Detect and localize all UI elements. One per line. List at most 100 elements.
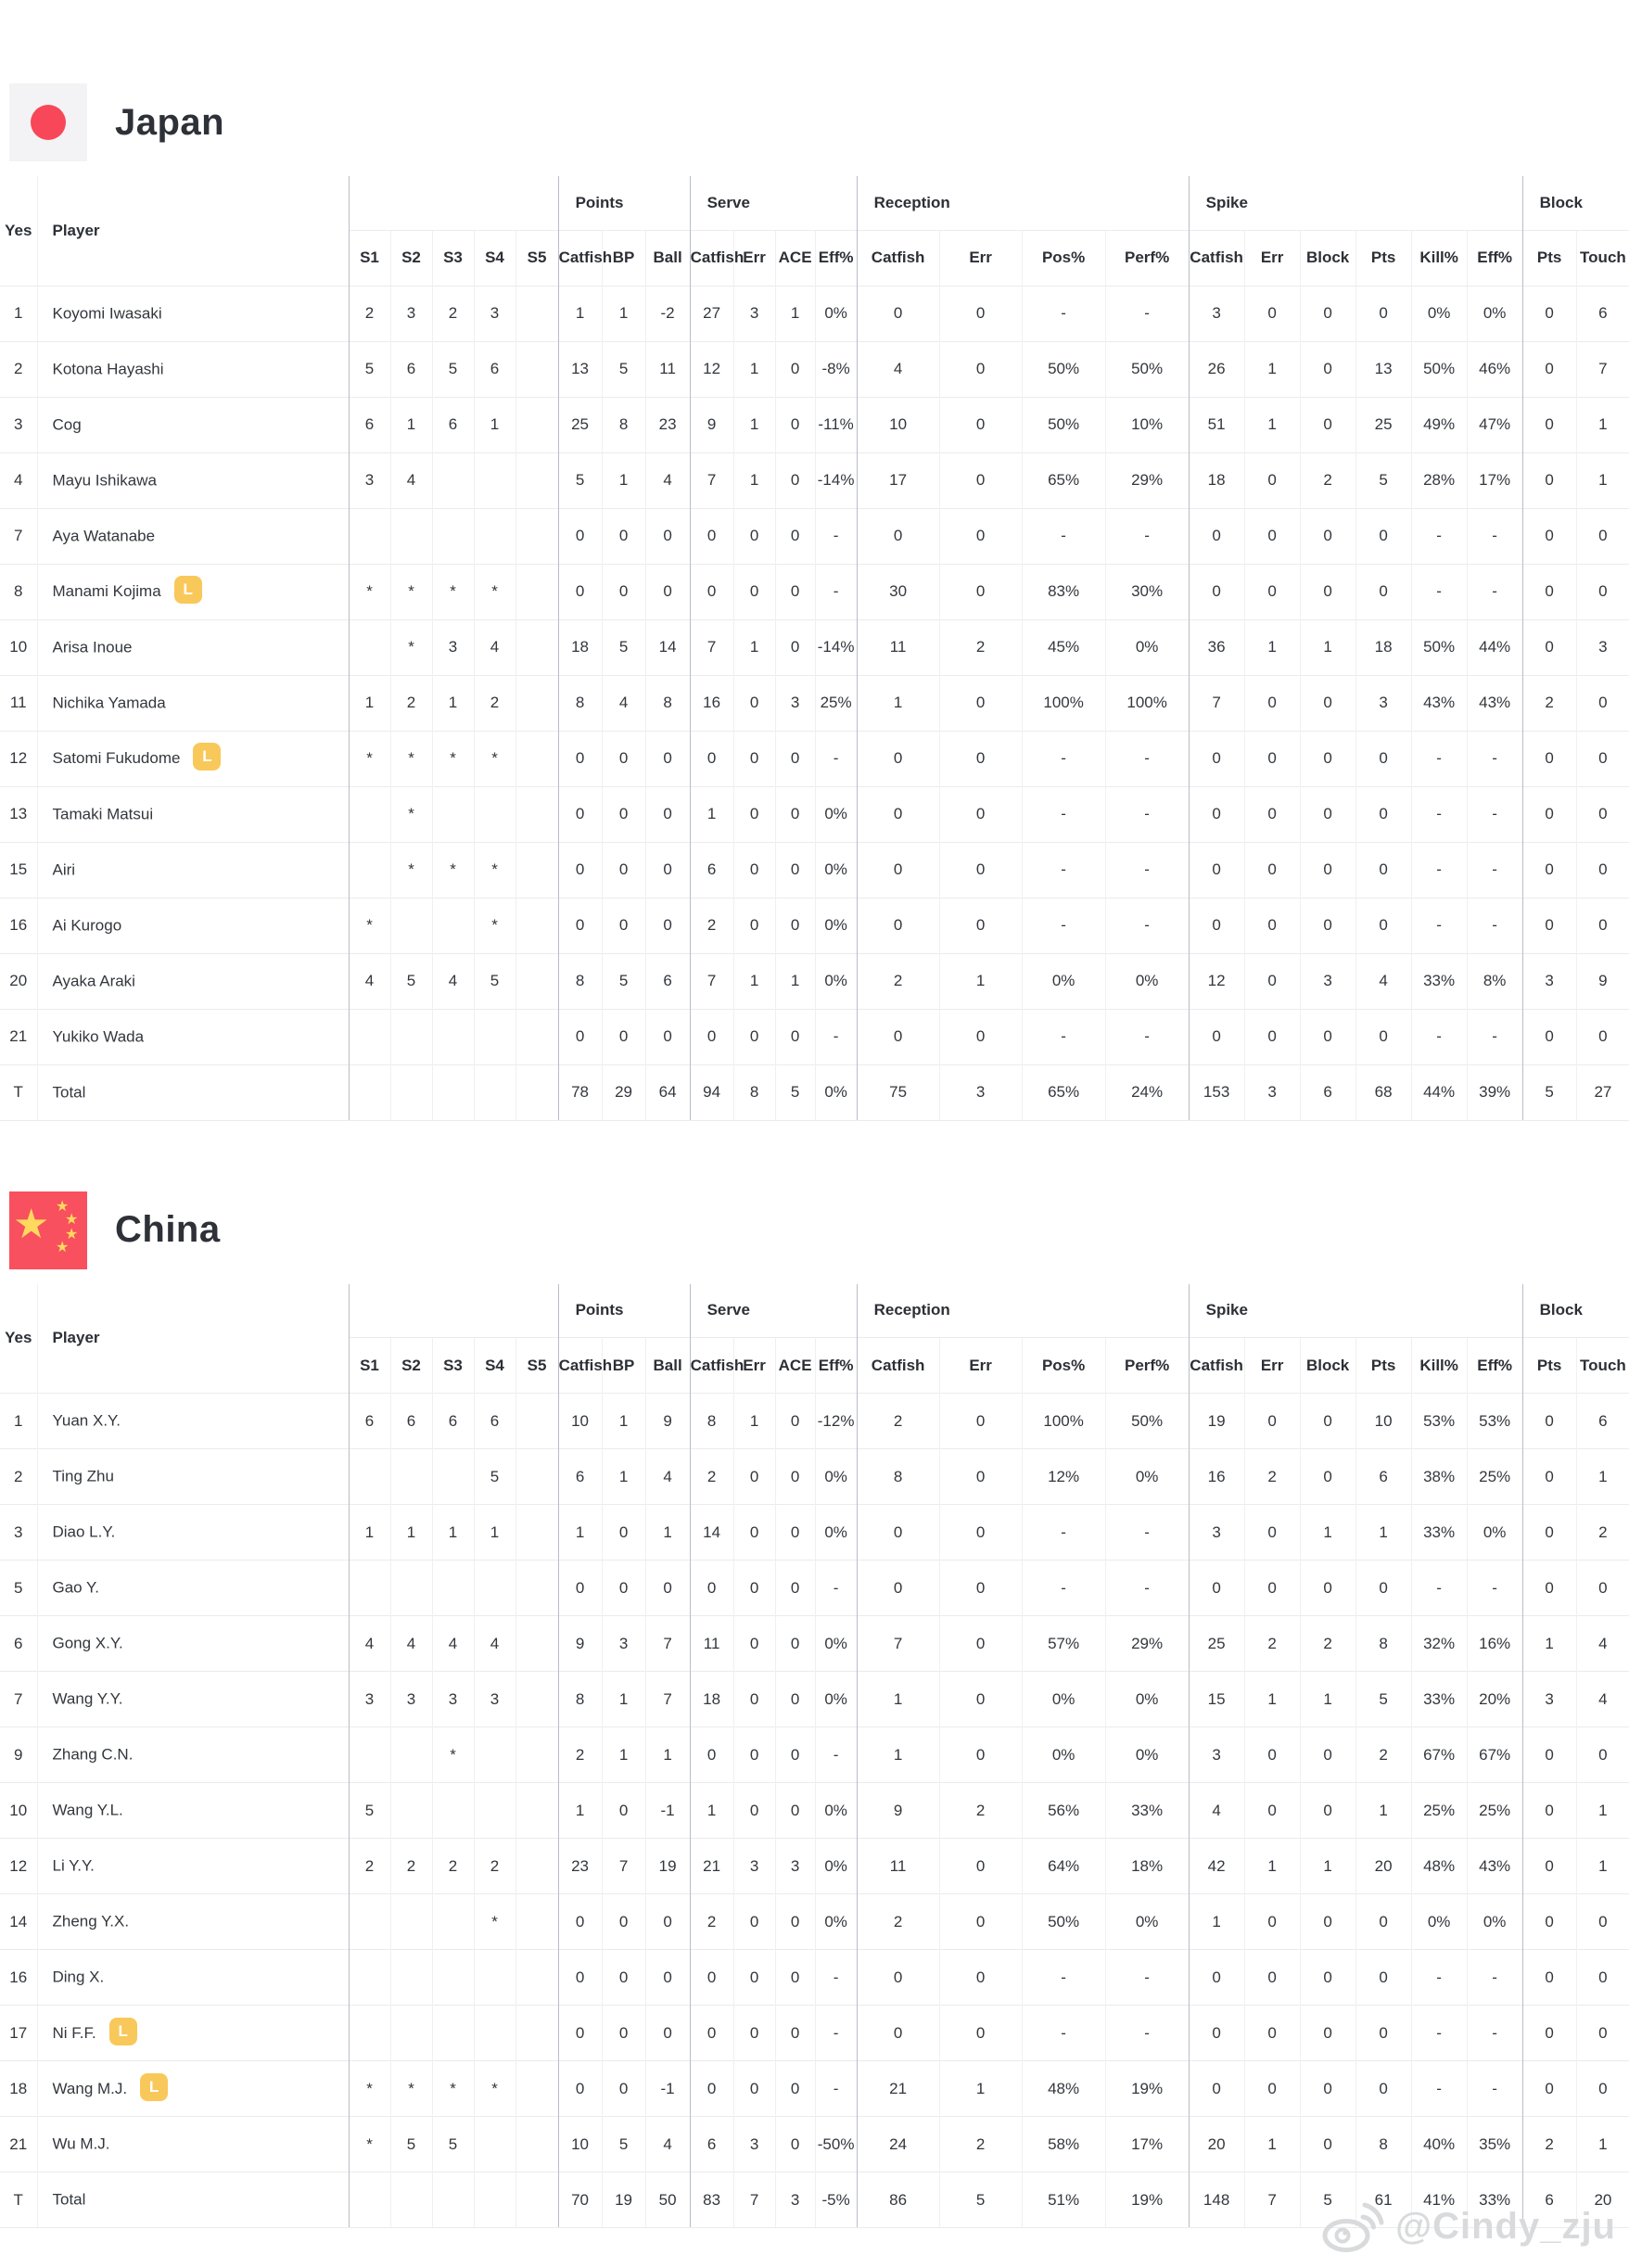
player-number: 12 [0, 730, 37, 786]
stat-cell: 0 [1188, 1560, 1245, 1616]
player-row: 15 Airi * * * 0 0 0 6 0 0 0% 0 0- -0 0 0 0- -0 0 [0, 841, 1629, 898]
stat-cell: 50% [1021, 396, 1106, 452]
stat-cell: 4 [389, 452, 432, 508]
column-header: Eff% [1466, 1337, 1523, 1394]
stat-cell: 68 [1355, 1064, 1412, 1121]
stat-cell [431, 1064, 474, 1121]
stat-cell: 7 [732, 2172, 776, 2228]
player-number: 18 [0, 2060, 37, 2117]
column-header: Eff% [814, 229, 858, 286]
stat-cell: 48% [1410, 1838, 1468, 1894]
player-name: Yuan X.Y. [52, 1411, 121, 1430]
stat-cell: 0 [938, 1393, 1023, 1449]
stat-cell: 0 [774, 507, 816, 564]
stat-cell: 0 [689, 1560, 734, 1616]
stat-cell: 0 [938, 1560, 1023, 1616]
stat-cell: 0 [689, 1008, 734, 1064]
stat-cell: 4 [1355, 952, 1412, 1009]
stat-cell: 8 [1355, 2116, 1412, 2172]
stat-cell: 2 [689, 897, 734, 953]
stat-cell: 3 [1575, 618, 1629, 675]
player-name-cell: Wang Y.L. [36, 1782, 349, 1839]
column-header: Pts [1521, 229, 1577, 286]
stat-cell: 0 [774, 2116, 816, 2172]
stat-cell: 49% [1410, 396, 1468, 452]
stat-cell: 83% [1021, 563, 1106, 619]
player-name-cell: Wang Y.Y. [36, 1671, 349, 1727]
stat-cell: 6 [1355, 1448, 1412, 1505]
stat-cell: 0 [557, 841, 603, 898]
stat-cell: 0 [1299, 1893, 1356, 1950]
stat-cell: 1 [1188, 1893, 1245, 1950]
stat-cell: 3 [774, 674, 816, 731]
stat-cell [389, 897, 432, 953]
stat-cell [431, 1782, 474, 1839]
stat-cell: 50% [1104, 340, 1190, 397]
stat-cell: 0 [1243, 507, 1301, 564]
player-row: 8 Manami Kojima L * * * * 0 0 0 0 0 0-30 0 83% 30% 0 0 0 0-… [0, 563, 1629, 619]
stat-cell: 0% [814, 785, 858, 842]
stat-cell: 9 [856, 1782, 940, 1839]
stat-cell: * [431, 841, 474, 898]
stat-cell: 9 [1575, 952, 1629, 1009]
stat-cell [389, 1560, 432, 1616]
stat-cell: 46% [1466, 340, 1523, 397]
stat-cell: - [1021, 507, 1106, 564]
stat-cell: 2 [689, 1893, 734, 1950]
stat-cell: 0 [1188, 841, 1245, 898]
stat-cell: 0 [856, 1504, 940, 1561]
stat-cell [515, 1504, 559, 1561]
stat-cell: - [1410, 841, 1468, 898]
stat-cell: 6 [1299, 1064, 1356, 1121]
stat-cell [515, 1838, 559, 1894]
stat-cell: 1 [1243, 1838, 1301, 1894]
weibo-icon [1322, 2202, 1384, 2252]
stat-cell: 23 [644, 396, 691, 452]
player-name: Ding X. [52, 1968, 105, 1986]
stat-cell: 50% [1104, 1393, 1190, 1449]
stat-cell: 50% [1410, 618, 1468, 675]
player-number: 17 [0, 2005, 37, 2061]
player-row: 16 Ai Kurogo * * 0 0 0 2 0 0 0% 0 0- -0 0 0 0- -0 0 [0, 897, 1629, 953]
header-sub-row: S1 S2 S3 S4 S5 Catfish BP Ball Catfish Err ACE Eff%… [0, 229, 1629, 286]
stat-cell: 78 [557, 1064, 603, 1121]
stat-cell: 0 [856, 841, 940, 898]
stat-cell: 1 [1299, 1504, 1356, 1561]
stat-cell: 0 [557, 507, 603, 564]
stat-cell: 0 [1243, 1726, 1301, 1783]
stat-cell: 83 [689, 2172, 734, 2228]
stat-cell: 0 [774, 1560, 816, 1616]
stat-cell: 0 [774, 897, 816, 953]
stat-cell: 0 [601, 1782, 646, 1839]
player-name: Mayu Ishikawa [52, 471, 157, 490]
player-name: Aya Watanabe [52, 527, 156, 545]
stat-cell: - [814, 730, 858, 786]
stat-cell: 0 [1521, 452, 1577, 508]
player-name: Manami Kojima [52, 582, 161, 600]
column-header-player: Player [36, 1283, 349, 1394]
stat-cell [515, 507, 559, 564]
stat-cell: 1 [856, 1726, 940, 1783]
stat-cell: 7 [1243, 2172, 1301, 2228]
stat-cell [348, 1448, 390, 1505]
stat-cell: 1 [473, 1504, 515, 1561]
stat-cell: 0% [814, 897, 858, 953]
stat-cell: 0 [557, 1893, 603, 1950]
stat-cell: - [1021, 2005, 1106, 2061]
stat-cell: 50 [644, 2172, 691, 2228]
stat-cell: 12 [1188, 952, 1245, 1009]
stat-cell: 0 [689, 1726, 734, 1783]
stat-cell [473, 2116, 515, 2172]
stat-cell: 2 [431, 1838, 474, 1894]
stat-cell: 0 [1575, 563, 1629, 619]
stat-cell: 0 [644, 1560, 691, 1616]
stat-cell: -1 [644, 1782, 691, 1839]
player-row: 14 Zheng Y.X. * 0 0 0 2 0 0 0% 2 0 50% 0% 1 0 0 0 0% 0% 0 0 [0, 1893, 1629, 1950]
stat-cell: 0 [774, 452, 816, 508]
stat-cell [431, 1560, 474, 1616]
stat-cell: 5 [431, 2116, 474, 2172]
stat-cell: 0 [938, 1448, 1023, 1505]
player-number: 5 [0, 1560, 37, 1616]
stat-cell: 0 [1355, 897, 1412, 953]
stat-cell: 0 [644, 2005, 691, 2061]
